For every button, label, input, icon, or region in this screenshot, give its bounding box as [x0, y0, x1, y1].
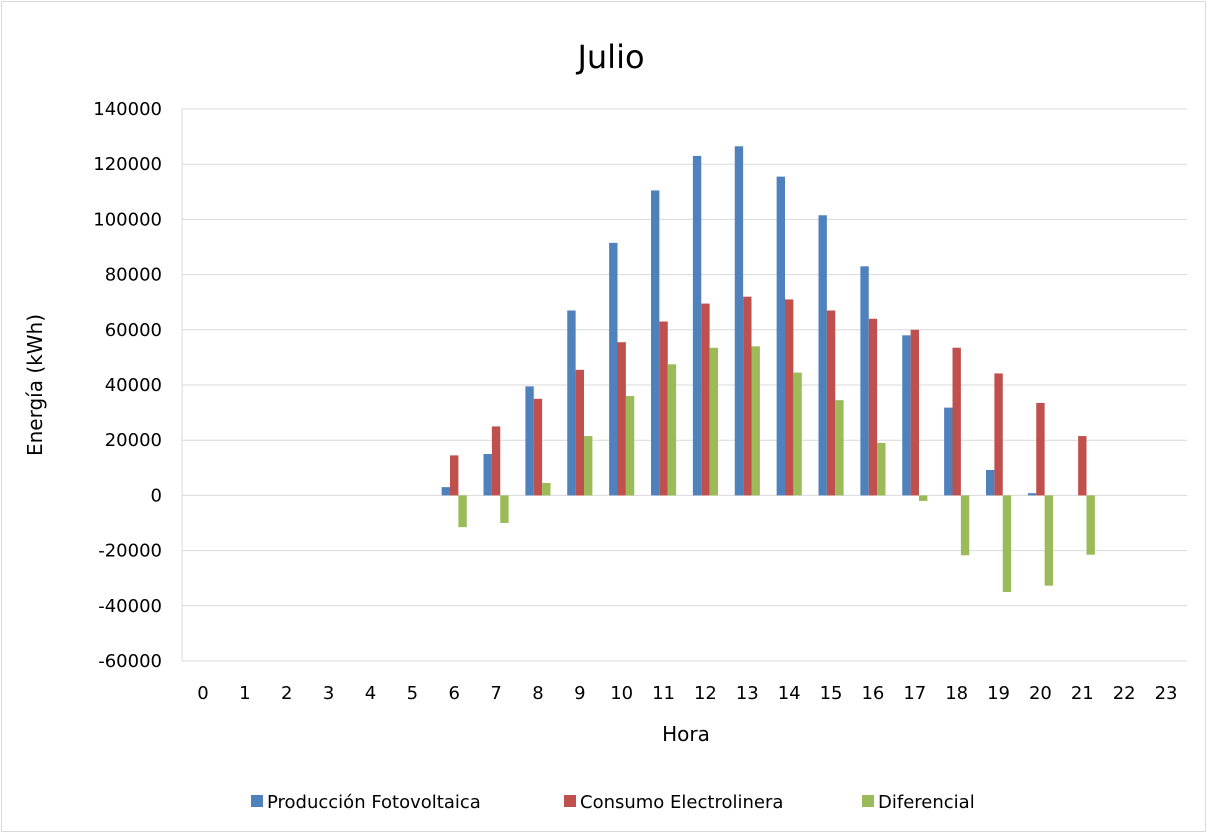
y-tick-label: 60000 — [105, 320, 162, 341]
bar-series-0-hour-10 — [609, 242, 618, 496]
x-tick-label: 7 — [490, 683, 501, 704]
bar-series-1-hour-15 — [826, 310, 836, 496]
bar-series-1-hour-20 — [1036, 402, 1045, 496]
x-tick-label: 10 — [610, 683, 633, 704]
bar-series-1-hour-17 — [910, 329, 920, 496]
x-tick-label: 15 — [820, 683, 843, 704]
y-axis-label: Energía (kWh) — [23, 314, 47, 456]
gridlines — [181, 108, 1187, 662]
x-tick-label: 1 — [239, 683, 250, 704]
x-tick-label: 0 — [197, 683, 208, 704]
bar-series-0-hour-9 — [567, 310, 576, 496]
x-tick-label: 2 — [281, 683, 292, 704]
legend-swatch — [564, 795, 576, 807]
bar-series-2-hour-14 — [793, 372, 802, 496]
x-tick-label: 9 — [574, 683, 585, 704]
bar-series-2-hour-16 — [877, 442, 886, 496]
legend-label: Consumo Electrolinera — [580, 792, 783, 813]
x-tick-label: 8 — [532, 683, 543, 704]
x-tick-label: 5 — [407, 683, 418, 704]
bar-series-2-hour-18 — [960, 495, 970, 556]
bar-series-2-hour-12 — [709, 347, 719, 496]
y-tick-label: 140000 — [93, 99, 162, 120]
x-axis-ticks: 0 1 2 3 4 5 6 7 8 9 10 11 12 13 14 15 16 17 18 19 20 21 22 23 — [197, 683, 1177, 704]
bar-series-0-hour-16 — [860, 266, 869, 496]
bar-series-1-hour-7 — [491, 426, 501, 496]
bar-series-1-hour-21 — [1078, 436, 1087, 496]
y-tick-label: 40000 — [105, 375, 162, 396]
y-tick-label: 20000 — [105, 430, 162, 451]
bar-series-2-hour-7 — [500, 495, 509, 523]
bar-series-0-hour-11 — [651, 190, 660, 496]
legend-swatch — [862, 795, 874, 807]
x-tick-label: 17 — [903, 683, 926, 704]
bar-series-0-hour-15 — [818, 215, 827, 496]
x-tick-label: 23 — [1155, 683, 1178, 704]
x-tick-label: 6 — [448, 683, 459, 704]
y-tick-label: 120000 — [93, 154, 162, 175]
y-tick-label: 0 — [151, 485, 162, 506]
x-tick-label: 13 — [736, 683, 759, 704]
bars — [441, 146, 1095, 592]
legend-swatch — [251, 795, 263, 807]
bar-series-2-hour-17 — [919, 495, 928, 501]
bar-series-2-hour-13 — [751, 346, 760, 496]
bar-series-2-hour-20 — [1044, 495, 1054, 586]
bar-series-1-hour-18 — [952, 347, 961, 496]
x-tick-label: 4 — [365, 683, 376, 704]
bar-series-1-hour-11 — [659, 321, 668, 496]
x-axis-label: Hora — [662, 722, 710, 746]
bar-series-0-hour-12 — [692, 155, 702, 496]
y-tick-label: -20000 — [98, 541, 162, 562]
bar-series-1-hour-16 — [868, 318, 878, 496]
bar-series-1-hour-8 — [533, 398, 543, 496]
bar-series-0-hour-6 — [441, 487, 451, 496]
bar-series-0-hour-14 — [776, 176, 786, 496]
bar-series-1-hour-12 — [701, 303, 710, 496]
y-axis-ticks: 140000 120000 100000 80000 60000 40000 20000 0 -… — [93, 99, 162, 672]
bar-series-0-hour-18 — [944, 407, 953, 496]
x-tick-label: 19 — [987, 683, 1010, 704]
x-tick-label: 11 — [652, 683, 675, 704]
x-tick-label: 14 — [778, 683, 801, 704]
y-tick-label: -60000 — [98, 651, 162, 672]
legend-label: Diferencial — [878, 792, 975, 813]
bar-series-0-hour-8 — [525, 386, 534, 496]
bar-series-2-hour-6 — [458, 495, 467, 528]
bar-series-1-hour-19 — [994, 373, 1003, 496]
bar-series-2-hour-15 — [835, 400, 844, 496]
bar-series-1-hour-10 — [617, 342, 626, 496]
bar-series-1-hour-14 — [785, 299, 794, 496]
bar-series-1-hour-9 — [575, 369, 585, 496]
bar-series-0-hour-19 — [986, 470, 995, 496]
x-tick-label: 16 — [861, 683, 884, 704]
bar-series-1-hour-6 — [450, 455, 459, 496]
x-tick-label: 21 — [1071, 683, 1094, 704]
x-tick-label: 3 — [323, 683, 334, 704]
bar-series-2-hour-19 — [1002, 495, 1012, 592]
y-tick-label: -40000 — [98, 596, 162, 617]
y-tick-label: 80000 — [105, 265, 162, 286]
legend: Producción Fotovoltaica Consumo Electroli… — [251, 792, 975, 813]
bar-series-2-hour-11 — [667, 364, 677, 496]
x-tick-label: 20 — [1029, 683, 1052, 704]
bar-series-0-hour-20 — [1027, 493, 1037, 496]
bar-series-2-hour-10 — [625, 396, 635, 496]
bar-series-0-hour-13 — [734, 146, 744, 496]
legend-label: Producción Fotovoltaica — [267, 792, 481, 813]
x-tick-label: 12 — [694, 683, 717, 704]
bar-series-2-hour-8 — [542, 482, 551, 496]
chart-title: Julio — [575, 38, 644, 76]
x-tick-label: 18 — [945, 683, 968, 704]
x-tick-label: 22 — [1113, 683, 1136, 704]
bar-series-0-hour-17 — [902, 335, 911, 496]
bar-series-0-hour-7 — [483, 454, 492, 496]
bar-series-1-hour-13 — [743, 296, 752, 496]
bar-series-2-hour-21 — [1086, 495, 1095, 555]
y-tick-label: 100000 — [93, 209, 162, 230]
bar-series-2-hour-9 — [584, 436, 593, 496]
